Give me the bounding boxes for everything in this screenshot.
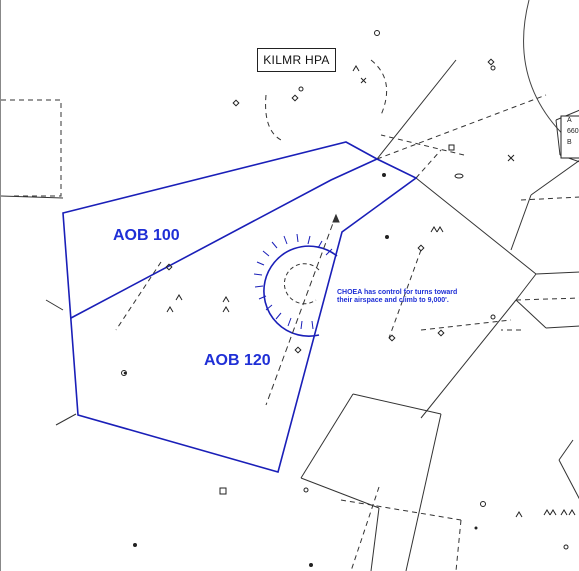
navaid-kilmr-hpa: KILMR HPA: [257, 48, 336, 72]
ticked-arc: [253, 233, 338, 337]
holding-pattern: [265, 213, 340, 406]
control-note-line-1: CHOEA has control for turns toward: [337, 289, 458, 296]
sector-boundaries: [62, 141, 418, 473]
right-edge-box: [560, 115, 579, 159]
sector-label-aob-120: AOB 120: [204, 352, 271, 369]
edge-label-a: A: [567, 117, 572, 124]
dashed-boundaries: [1, 59, 579, 571]
edge-label-b: B: [567, 139, 572, 146]
sector-label-aob-100: AOB 100: [113, 227, 180, 244]
airspace-boundaries: [1, 59, 579, 571]
obstacle-symbols: [166, 65, 576, 518]
control-note: CHOEA has control for turns toward their…: [337, 289, 457, 305]
x-marks: [360, 77, 515, 162]
map-symbols: [121, 30, 569, 567]
edge-label-num: 660: [567, 128, 579, 135]
control-note-line-2: their airspace and climb to 9,000'.: [337, 297, 449, 304]
